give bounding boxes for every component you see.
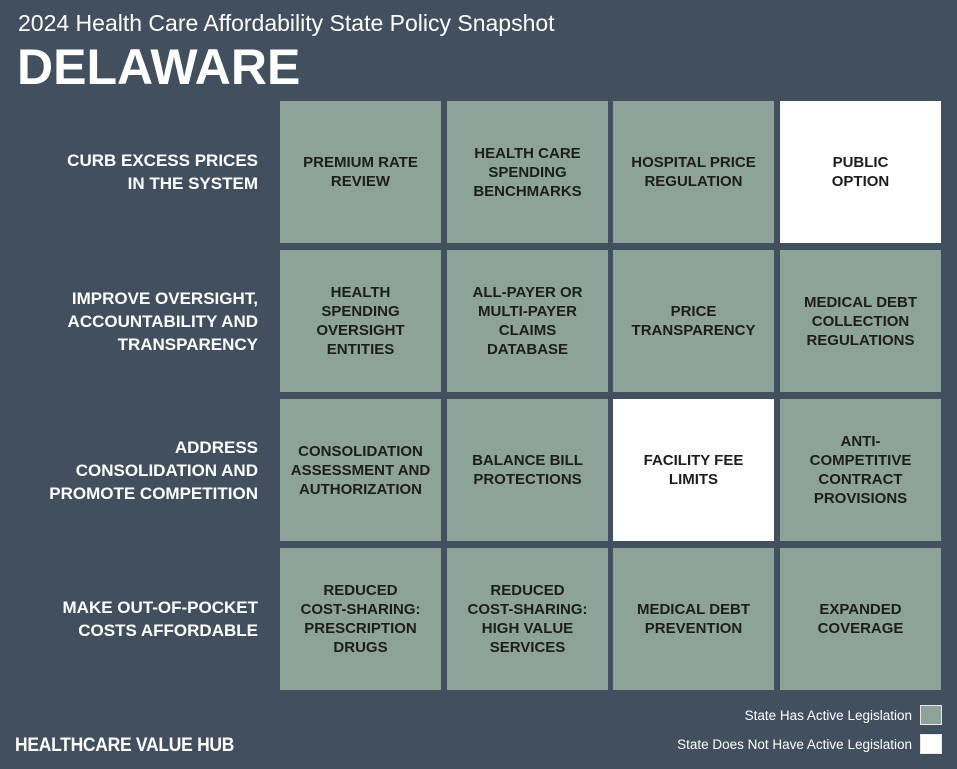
category-label-line: CONSOLIDATION AND — [75, 460, 258, 480]
category-label-improve-oversight-accountability-and-transparency: IMPROVE OVERSIGHT, ACCOUNTABILITY AND TRAN… — [0, 250, 258, 392]
policy-tile-line: BENCHMARKS — [473, 182, 582, 200]
policy-tile-line: REGULATIONS — [806, 331, 915, 349]
policy-tile-line: OVERSIGHT — [316, 322, 405, 339]
category-label-curb-excess-prices-in-the-system: CURB EXCESS PRICES IN THE SYSTEM — [0, 101, 258, 243]
policy-tile-expanded-coverage: EXPANDED COVERAGE — [780, 548, 941, 690]
policy-tile-line: HEALTH CARE — [474, 144, 581, 162]
legend-swatch — [920, 734, 942, 754]
category-label-line: IMPROVE OVERSIGHT, — [71, 288, 258, 308]
healthcare-value-hub-logo: HEALTHCARE VALUE HUB — [15, 735, 235, 756]
legend-swatch — [920, 705, 942, 725]
legend-item-active: State Has Active Legislation — [745, 705, 942, 725]
policy-tile-line: MULTI-PAYER — [478, 303, 577, 320]
category-label-line: ACCOUNTABILITY AND — [67, 311, 258, 331]
policy-tile-premium-rate-review: PREMIUM RATE REVIEW — [280, 101, 441, 243]
category-label-line: CURB EXCESS PRICES — [67, 151, 258, 170]
policy-tile-line: PUBLIC — [832, 154, 889, 171]
policy-tile-line: PRESCRIPTION — [304, 620, 417, 637]
policy-tile-line: OPTION — [831, 173, 890, 190]
policy-tile-line: COLLECTION — [811, 312, 910, 330]
policy-tile-line: ASSESSMENT AND — [290, 461, 431, 479]
page-subtitle: 2024 Health Care Affordability State Pol… — [18, 10, 555, 36]
policy-tile-line: AUTHORIZATION — [298, 480, 423, 498]
policy-tile-line: PRICE — [670, 303, 717, 320]
policy-tile-line: LIMITS — [668, 471, 719, 488]
state-title: DELAWARE — [17, 39, 301, 95]
category-label-address-consolidation-and-promote-competition: ADDRESS CONSOLIDATION AND PROMOTE COMPETIT… — [0, 399, 258, 541]
policy-tile-line: ALL-PAYER OR — [472, 284, 583, 301]
policy-tile-line: HEALTH — [330, 284, 391, 301]
category-label-line: IN THE SYSTEM — [127, 174, 258, 193]
policy-tile-line: PREVENTION — [644, 620, 743, 637]
category-label-line: COSTS AFFORDABLE — [78, 621, 258, 640]
policy-tile-medical-debt-prevention: MEDICAL DEBT PREVENTION — [613, 548, 774, 690]
policy-tile-line: COVERAGE — [817, 620, 904, 637]
policy-tile-health-spending-oversight-entities: HEALTH SPENDING OVERSIGHT ENTITIES — [280, 250, 441, 392]
policy-tile-line: MEDICAL DEBT — [803, 293, 918, 311]
policy-tile-line: PROTECTIONS — [473, 471, 582, 488]
policy-tile-line: REGULATION — [644, 173, 743, 190]
policy-tile-medical-debt-collection-regulations: MEDICAL DEBT COLLECTION REGULATIONS — [780, 250, 941, 392]
policy-tile-line: EXPANDED — [819, 601, 902, 618]
policy-tile-line: COMPETITIVE — [809, 452, 912, 469]
policy-tile-line: TRANSPARENCY — [631, 322, 756, 339]
policy-tile-reduced-cost-sharing-high-value-services: REDUCED COST-SHARING: HIGH VALUE SERVICES — [447, 548, 608, 690]
policy-tile-line: ENTITIES — [326, 341, 395, 358]
policy-tile-line: SPENDING — [321, 303, 400, 320]
legend-label: State Has Active Legislation — [744, 707, 912, 723]
category-label-line: TRANSPARENCY — [117, 334, 258, 354]
policy-tile-all-payer-or-multi-payer-claims-database: ALL-PAYER OR MULTI-PAYER CLAIMS DATABASE — [447, 250, 608, 392]
policy-tile-line: DRUGS — [333, 639, 388, 656]
policy-tile-price-transparency: PRICE TRANSPARENCY — [613, 250, 774, 392]
policy-tile-line: FACILITY FEE — [643, 452, 744, 469]
policy-tile-line: COST-SHARING: — [300, 601, 421, 618]
category-label-line: PROMOTE COMPETITION — [49, 483, 258, 503]
policy-tile-facility-fee-limits: FACILITY FEE LIMITS — [613, 399, 774, 541]
policy-tile-line: HIGH VALUE — [481, 620, 574, 637]
policy-tile-line: BALANCE BILL — [472, 452, 583, 469]
policy-tile-line: PREMIUM RATE — [303, 154, 418, 171]
policy-tile-line: ANTI- — [840, 433, 881, 450]
policy-tile-line: MEDICAL DEBT — [636, 601, 751, 618]
policy-tile-health-care-spending-benchmarks: HEALTH CARE SPENDING BENCHMARKS — [447, 101, 608, 243]
legend-label: State Does Not Have Active Legislation — [677, 736, 912, 752]
policy-tile-public-option: PUBLIC OPTION — [780, 101, 941, 243]
policy-tile-line: REDUCED — [490, 582, 565, 599]
policy-tile-line: CONTRACT — [818, 471, 903, 488]
category-label-line: ADDRESS — [174, 437, 258, 457]
category-label-make-out-of-pocket-costs-affordable: MAKE OUT-OF-POCKET COSTS AFFORDABLE — [0, 548, 259, 690]
policy-tile-anti-competitive-contract-provisions: ANTI- COMPETITIVE CONTRACT PROVISIONS — [780, 399, 941, 541]
policy-tile-line: SPENDING — [488, 163, 567, 181]
policy-tile-line: REVIEW — [330, 173, 391, 190]
policy-tile-line: COST-SHARING: — [467, 601, 588, 618]
policy-tile-consolidation-assessment-and-authorization: CONSOLIDATION ASSESSMENT AND AUTHORIZATION — [280, 399, 441, 541]
policy-tile-balance-bill-protections: BALANCE BILL PROTECTIONS — [447, 399, 608, 541]
category-label-line: MAKE OUT-OF-POCKET — [62, 598, 259, 617]
policy-tile-line: CLAIMS — [498, 322, 557, 339]
policy-tile-reduced-cost-sharing-prescription-drugs: REDUCED COST-SHARING: PRESCRIPTION DRUGS — [280, 548, 441, 690]
policy-tile-hospital-price-regulation: HOSPITAL PRICE REGULATION — [613, 101, 774, 243]
policy-tile-line: PROVISIONS — [813, 490, 908, 507]
policy-tile-line: HOSPITAL PRICE — [631, 154, 756, 171]
policy-tile-line: REDUCED — [323, 582, 398, 599]
legend-item-not-active: State Does Not Have Active Legislation — [677, 734, 942, 754]
policy-tile-line: SERVICES — [489, 639, 566, 656]
policy-tile-line: DATABASE — [486, 341, 569, 358]
policy-tile-line: CONSOLIDATION — [298, 442, 423, 460]
